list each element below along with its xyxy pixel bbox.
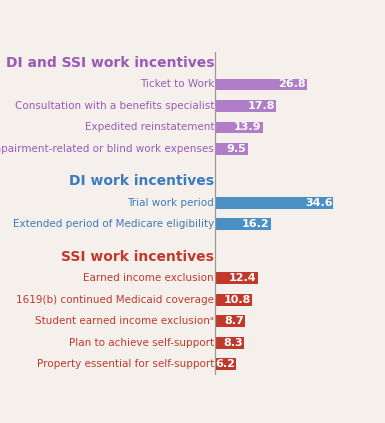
Text: 16.2: 16.2 <box>242 220 270 229</box>
FancyBboxPatch shape <box>215 100 276 112</box>
Text: DI work incentives: DI work incentives <box>69 174 214 188</box>
Text: Student earned income exclusionᵃ: Student earned income exclusionᵃ <box>35 316 214 326</box>
FancyBboxPatch shape <box>215 315 245 327</box>
Text: 17.8: 17.8 <box>248 101 275 111</box>
Text: 8.3: 8.3 <box>223 338 243 348</box>
Text: Impairment-related or blind work expenses: Impairment-related or blind work expense… <box>0 144 214 154</box>
Text: 12.4: 12.4 <box>229 273 256 283</box>
Text: Plan to achieve self-support: Plan to achieve self-support <box>69 338 214 348</box>
Text: Extended period of Medicare eligibility: Extended period of Medicare eligibility <box>13 220 214 229</box>
Text: SSI work incentives: SSI work incentives <box>61 250 214 264</box>
Text: 6.2: 6.2 <box>216 359 235 369</box>
Text: Earned income exclusion: Earned income exclusion <box>84 273 214 283</box>
Text: 8.7: 8.7 <box>224 316 244 326</box>
FancyBboxPatch shape <box>215 272 258 284</box>
Text: DI and SSI work incentives: DI and SSI work incentives <box>6 56 214 70</box>
Text: 1619(b) continued Medicaid coverage: 1619(b) continued Medicaid coverage <box>16 295 214 305</box>
Text: Trial work period: Trial work period <box>127 198 214 208</box>
Text: Ticket to Work: Ticket to Work <box>140 80 214 89</box>
FancyBboxPatch shape <box>215 197 333 209</box>
Text: 13.9: 13.9 <box>234 123 262 132</box>
Text: 26.8: 26.8 <box>278 80 306 89</box>
Text: 34.6: 34.6 <box>305 198 333 208</box>
Text: Property essential for self-support: Property essential for self-support <box>37 359 214 369</box>
Text: 9.5: 9.5 <box>227 144 247 154</box>
FancyBboxPatch shape <box>215 337 244 349</box>
Text: Consultation with a benefits specialist: Consultation with a benefits specialist <box>15 101 214 111</box>
FancyBboxPatch shape <box>215 143 248 155</box>
Text: Expedited reinstatement: Expedited reinstatement <box>85 123 214 132</box>
FancyBboxPatch shape <box>215 79 307 91</box>
FancyBboxPatch shape <box>215 358 236 370</box>
FancyBboxPatch shape <box>215 218 271 230</box>
FancyBboxPatch shape <box>215 121 263 133</box>
Text: 10.8: 10.8 <box>224 295 251 305</box>
FancyBboxPatch shape <box>215 294 252 306</box>
